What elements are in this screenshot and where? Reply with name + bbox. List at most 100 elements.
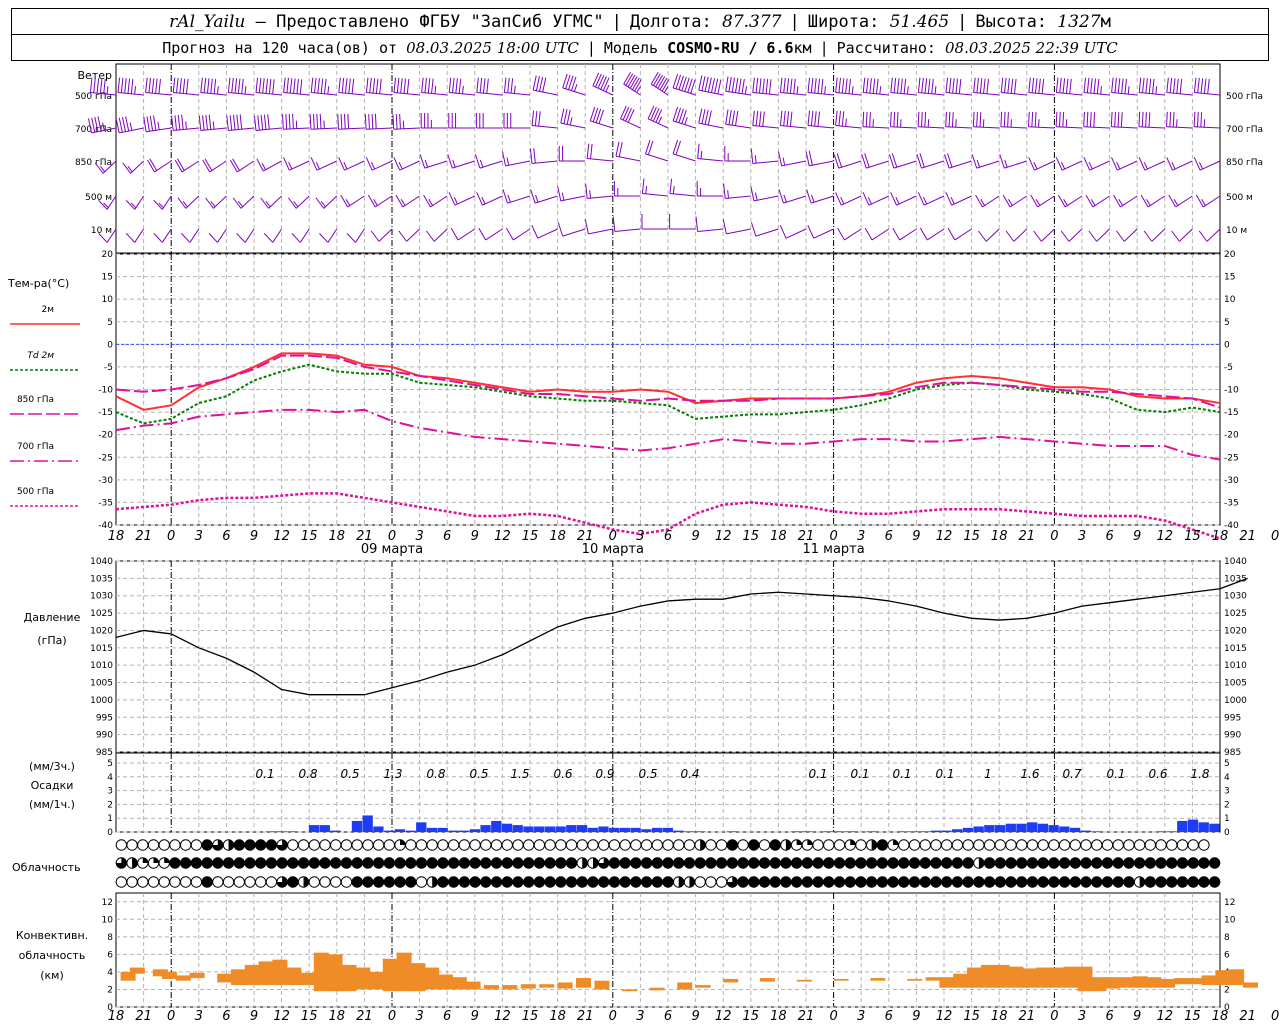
y-tick-label-left: 5 xyxy=(107,318,113,328)
x-tick-label: 18 xyxy=(549,1009,566,1024)
barb-feather xyxy=(568,75,574,90)
barb-shaft xyxy=(893,160,917,169)
y-tick-label-right: 15 xyxy=(1224,273,1235,283)
x-tick-label: 12 xyxy=(715,1009,732,1024)
barb-shaft xyxy=(1034,160,1055,171)
x-tick-label: 12 xyxy=(1157,529,1174,544)
barb-shaft xyxy=(393,92,420,96)
barb-feather xyxy=(625,108,632,122)
x-tick-label: 6 xyxy=(222,1009,230,1024)
wind-barb xyxy=(916,153,945,169)
wind-barb xyxy=(805,150,834,167)
calc-time: 08.03.2025 22:39 UTC xyxy=(945,38,1118,57)
cloud-symbol xyxy=(1155,839,1167,851)
wind-barb xyxy=(837,227,862,241)
barb-feather xyxy=(1041,78,1045,94)
x-tick-label: 15 xyxy=(743,529,760,544)
barb-feather xyxy=(1055,157,1063,171)
x-tick-label: 0 xyxy=(1050,1009,1058,1024)
cloud-fill xyxy=(523,876,534,888)
barb-feather xyxy=(848,78,851,94)
barb-feather xyxy=(1069,78,1072,94)
barb-feather xyxy=(752,110,755,126)
wind-barb xyxy=(365,77,393,96)
wind-barb xyxy=(125,195,145,210)
cloud-fill xyxy=(276,839,288,851)
x-tick-label: 21 xyxy=(1019,1009,1036,1024)
wind-barb xyxy=(1171,228,1193,242)
y-tick-label-right: 1040 xyxy=(1224,557,1247,567)
wind-barb xyxy=(1138,157,1166,171)
cloud-symbol xyxy=(994,876,1006,888)
wind-level-label-right: 850 гПа xyxy=(1226,158,1263,168)
barb-feather xyxy=(203,77,207,93)
barb-feather xyxy=(226,115,229,131)
cloud-fill xyxy=(802,876,813,888)
cloud-symbol xyxy=(919,839,931,851)
convective-bar xyxy=(369,971,385,990)
cloud-fill xyxy=(523,857,534,869)
wind-barb xyxy=(310,77,337,96)
convective-bar xyxy=(1036,967,1052,988)
barb-shaft xyxy=(973,92,1000,96)
wind-barb xyxy=(557,222,586,237)
barb-shaft xyxy=(161,228,172,243)
y-tick-label-left: 6 xyxy=(107,950,113,960)
precip-bar xyxy=(941,830,952,832)
barb-feather xyxy=(234,78,238,94)
y-tick-label-left: 2 xyxy=(107,800,113,810)
barb-shaft xyxy=(323,195,338,209)
barb-shaft xyxy=(620,118,641,129)
latitude-value: 51.465 xyxy=(889,11,950,32)
barb-feather xyxy=(400,78,403,94)
barb-shaft xyxy=(672,120,696,129)
barb-feather xyxy=(1198,230,1208,242)
barb-shaft xyxy=(918,126,945,129)
cloud-symbol xyxy=(501,876,513,888)
barb-feather xyxy=(369,77,372,93)
x-tick-label: 6 xyxy=(443,529,451,544)
barb-feather xyxy=(710,78,716,93)
cloud-symbol xyxy=(608,857,621,869)
y-tick-label-left: 990 xyxy=(96,731,113,741)
cloud-symbol xyxy=(244,857,256,869)
barb-feather xyxy=(127,78,131,94)
cloud-circle xyxy=(287,839,299,851)
cloud-fill xyxy=(223,857,234,869)
barb-feather xyxy=(282,114,284,130)
y-tick-label-right: -5 xyxy=(1224,363,1233,373)
cloud-symbol xyxy=(383,839,396,851)
cloud-circle xyxy=(222,876,235,888)
cloud-circle xyxy=(115,876,128,888)
barb-shaft xyxy=(1179,228,1193,242)
precip-bar xyxy=(791,831,802,832)
y-tick-label-right: 1000 xyxy=(1224,696,1247,706)
cloud-symbol xyxy=(480,857,492,869)
convective-bar xyxy=(244,964,260,986)
cloud-symbol xyxy=(287,876,299,888)
convective-bar xyxy=(622,989,638,992)
cloud-symbol xyxy=(276,857,288,869)
convective-bar xyxy=(152,969,168,977)
wind-barb xyxy=(615,141,641,162)
barb-feather xyxy=(722,219,727,234)
barb-half-feather xyxy=(103,202,109,209)
barb-half-feather xyxy=(636,86,641,93)
cloud-circle xyxy=(308,839,320,851)
y-tick-label-left: 1030 xyxy=(90,592,113,602)
precip-3h-label: 0.1 xyxy=(850,767,869,781)
barb-feather xyxy=(478,227,487,241)
cloud-symbol xyxy=(287,857,299,869)
barb-half-feather xyxy=(796,86,799,95)
x-tick-label: 9 xyxy=(250,1009,258,1024)
cloud-circle xyxy=(405,839,417,851)
cloud-symbol xyxy=(147,857,160,869)
barb-feather xyxy=(707,77,712,93)
cloud-symbol xyxy=(1155,876,1167,888)
x-tick-label: 0 xyxy=(167,1009,175,1024)
cloud-circle xyxy=(1133,839,1146,851)
barb-feather xyxy=(647,140,654,155)
cloud-symbol xyxy=(415,839,428,851)
cloud-fill xyxy=(480,857,491,869)
barb-shaft xyxy=(1041,228,1055,242)
